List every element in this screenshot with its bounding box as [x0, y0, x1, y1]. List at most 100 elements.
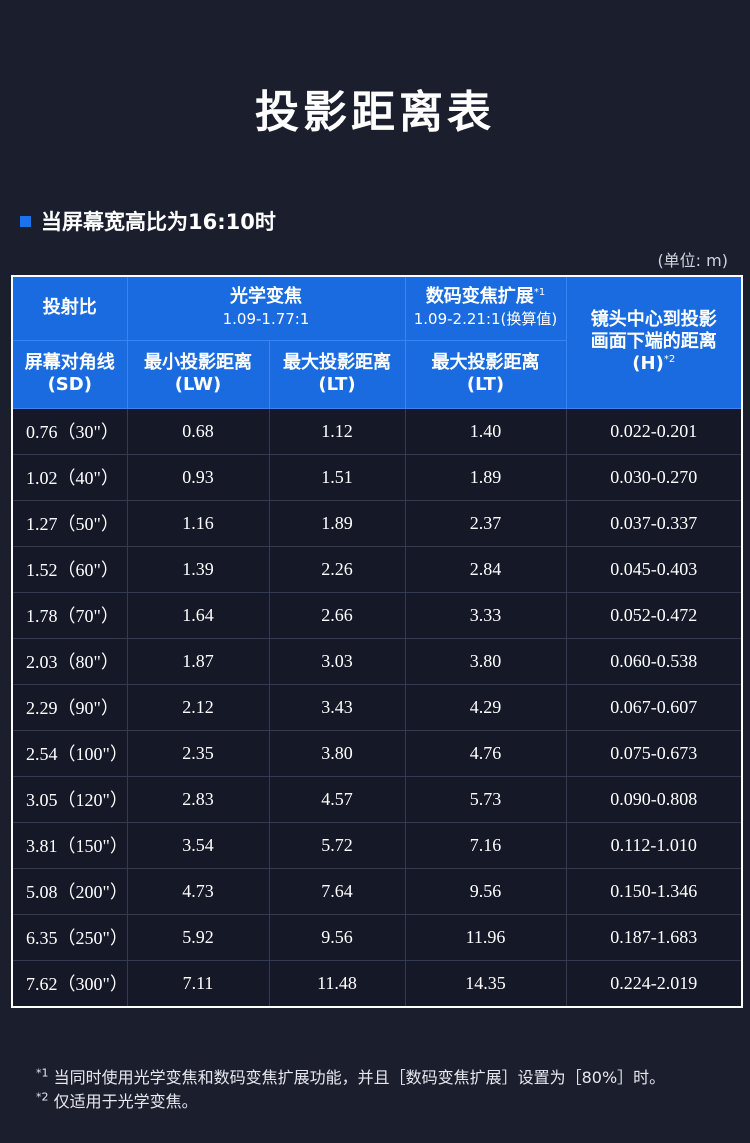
section-heading: 当屏幕宽高比为16:10时 [20, 206, 276, 236]
unit-label: (单位: m) [657, 251, 728, 270]
header-digital-zoom-range: 1.09-2.21:1(换算值) [413, 310, 558, 329]
table-row: 3.05（120"） 2.83 4.57 5.73 0.090-0.808 [11, 775, 743, 823]
cell-min-distance: 1.64 [126, 591, 270, 639]
table-row: 2.03（80"） 1.87 3.03 3.80 0.060-0.538 [11, 637, 743, 685]
cell-max-distance: 2.66 [268, 591, 406, 639]
header-digital-zoom-label: 数码变焦扩展 [425, 286, 534, 308]
cell-screen-diagonal: 7.62（300"） [11, 959, 128, 1007]
cell-max-distance-digital: 7.16 [404, 821, 567, 869]
footnote-2-text: 仅适用于光学变焦。 [48, 1092, 198, 1111]
cell-lens-height: 0.037-0.337 [565, 499, 743, 547]
table-row: 1.78（70"） 1.64 2.66 3.33 0.052-0.472 [11, 591, 743, 639]
cell-screen-diagonal: 1.27（50"） [11, 499, 128, 547]
cell-max-distance: 5.72 [268, 821, 406, 869]
cell-max-distance-digital: 1.40 [404, 407, 567, 455]
table-row: 1.52（60"） 1.39 2.26 2.84 0.045-0.403 [11, 545, 743, 593]
header-screen-diagonal-line2: (SD) [47, 374, 92, 395]
table-row: 1.02（40"） 0.93 1.51 1.89 0.030-0.270 [11, 453, 743, 501]
header-min-distance-line1: 最小投影距离 [144, 352, 252, 373]
cell-screen-diagonal: 2.03（80"） [11, 637, 128, 685]
cell-screen-diagonal: 0.76（30"） [11, 407, 128, 455]
table-row: 0.76（30"） 0.68 1.12 1.40 0.022-0.201 [11, 407, 743, 455]
cell-screen-diagonal: 1.02（40"） [11, 453, 128, 501]
header-optical-zoom-range: 1.09-1.77:1 [222, 310, 310, 329]
cell-min-distance: 5.92 [126, 913, 270, 961]
section-heading-text: 当屏幕宽高比为16:10时 [41, 210, 276, 234]
cell-max-distance: 11.48 [268, 959, 406, 1007]
cell-max-distance: 4.57 [268, 775, 406, 823]
table-row: 2.29（90"） 2.12 3.43 4.29 0.067-0.607 [11, 683, 743, 731]
cell-max-distance-digital: 5.73 [404, 775, 567, 823]
cell-min-distance: 2.35 [126, 729, 270, 777]
cell-max-distance-digital: 11.96 [404, 913, 567, 961]
cell-max-distance: 9.56 [268, 913, 406, 961]
cell-lens-height: 0.022-0.201 [565, 407, 743, 455]
header-max-distance-digital-line1: 最大投影距离 [431, 352, 540, 373]
cell-max-distance-digital: 14.35 [404, 959, 567, 1007]
header-lens-height-footnote: *2 [663, 354, 676, 366]
cell-lens-height: 0.045-0.403 [565, 545, 743, 593]
footnote-1-text: 当同时使用光学变焦和数码变焦扩展功能，并且［数码变焦扩展］设置为［80%］时。 [48, 1068, 666, 1087]
cell-max-distance: 1.89 [268, 499, 406, 547]
table-row: 2.54（100"） 2.35 3.80 4.76 0.075-0.673 [11, 729, 743, 777]
cell-screen-diagonal: 5.08（200"） [11, 867, 128, 915]
header-digital-zoom: 数码变焦扩展*1 1.09-2.21:1(换算值) [404, 275, 567, 341]
cell-min-distance: 2.83 [126, 775, 270, 823]
cell-screen-diagonal: 3.05（120"） [11, 775, 128, 823]
table-row: 3.81（150"） 3.54 5.72 7.16 0.112-1.010 [11, 821, 743, 869]
cell-min-distance: 2.12 [126, 683, 270, 731]
cell-max-distance: 3.80 [268, 729, 406, 777]
header-lens-height-line3: (H) [632, 353, 664, 375]
cell-screen-diagonal: 1.52（60"） [11, 545, 128, 593]
header-min-distance-line2: (LW) [174, 374, 222, 395]
projection-distance-table: 投射比 光学变焦 1.09-1.77:1 数码变焦扩展*1 1.09-2.21:… [11, 275, 743, 1008]
cell-max-distance-digital: 4.76 [404, 729, 567, 777]
cell-lens-height: 0.052-0.472 [565, 591, 743, 639]
footnote-1: *1 当同时使用光学变焦和数码变焦扩展功能，并且［数码变焦扩展］设置为［80%］… [36, 1066, 665, 1090]
header-max-distance: 最大投影距离 (LT) [268, 339, 406, 409]
footnote-1-mark: *1 [36, 1066, 49, 1080]
cell-screen-diagonal: 2.29（90"） [11, 683, 128, 731]
cell-lens-height: 0.150-1.346 [565, 867, 743, 915]
header-screen-diagonal-line1: 屏幕对角线 [24, 352, 115, 373]
cell-screen-diagonal: 6.35（250"） [11, 913, 128, 961]
footnotes: *1 当同时使用光学变焦和数码变焦扩展功能，并且［数码变焦扩展］设置为［80%］… [36, 1066, 665, 1114]
cell-min-distance: 4.73 [126, 867, 270, 915]
header-lens-height-line2: 画面下端的距离 [590, 331, 717, 353]
cell-max-distance: 3.43 [268, 683, 406, 731]
cell-screen-diagonal: 1.78（70"） [11, 591, 128, 639]
cell-max-distance-digital: 2.37 [404, 499, 567, 547]
header-max-distance-line1: 最大投影距离 [283, 352, 391, 373]
cell-min-distance: 1.16 [126, 499, 270, 547]
cell-max-distance: 3.03 [268, 637, 406, 685]
cell-screen-diagonal: 3.81（150"） [11, 821, 128, 869]
cell-lens-height: 0.075-0.673 [565, 729, 743, 777]
table-row: 7.62（300"） 7.11 11.48 14.35 0.224-2.019 [11, 959, 743, 1007]
cell-min-distance: 0.93 [126, 453, 270, 501]
cell-max-distance-digital: 9.56 [404, 867, 567, 915]
header-max-distance-line2: (LT) [318, 374, 356, 395]
cell-max-distance: 1.51 [268, 453, 406, 501]
cell-min-distance: 3.54 [126, 821, 270, 869]
cell-min-distance: 7.11 [126, 959, 270, 1007]
cell-lens-height: 0.112-1.010 [565, 821, 743, 869]
cell-lens-height: 0.060-0.538 [565, 637, 743, 685]
cell-lens-height: 0.090-0.808 [565, 775, 743, 823]
footnote-2-mark: *2 [36, 1090, 49, 1104]
cell-max-distance-digital: 4.29 [404, 683, 567, 731]
cell-max-distance-digital: 3.33 [404, 591, 567, 639]
header-lens-height-line1: 镜头中心到投影 [590, 309, 717, 331]
cell-lens-height: 0.030-0.270 [565, 453, 743, 501]
cell-min-distance: 0.68 [126, 407, 270, 455]
header-max-distance-digital: 最大投影距离 (LT) [404, 339, 567, 409]
header-min-distance: 最小投影距离 (LW) [126, 339, 270, 409]
cell-lens-height: 0.067-0.607 [565, 683, 743, 731]
cell-max-distance-digital: 2.84 [404, 545, 567, 593]
footnote-2: *2 仅适用于光学变焦。 [36, 1090, 665, 1114]
cell-max-distance-digital: 1.89 [404, 453, 567, 501]
cell-screen-diagonal: 2.54（100"） [11, 729, 128, 777]
cell-max-distance-digital: 3.80 [404, 637, 567, 685]
cell-min-distance: 1.39 [126, 545, 270, 593]
page-title: 投影距离表 [255, 87, 495, 138]
cell-lens-height: 0.224-2.019 [565, 959, 743, 1007]
